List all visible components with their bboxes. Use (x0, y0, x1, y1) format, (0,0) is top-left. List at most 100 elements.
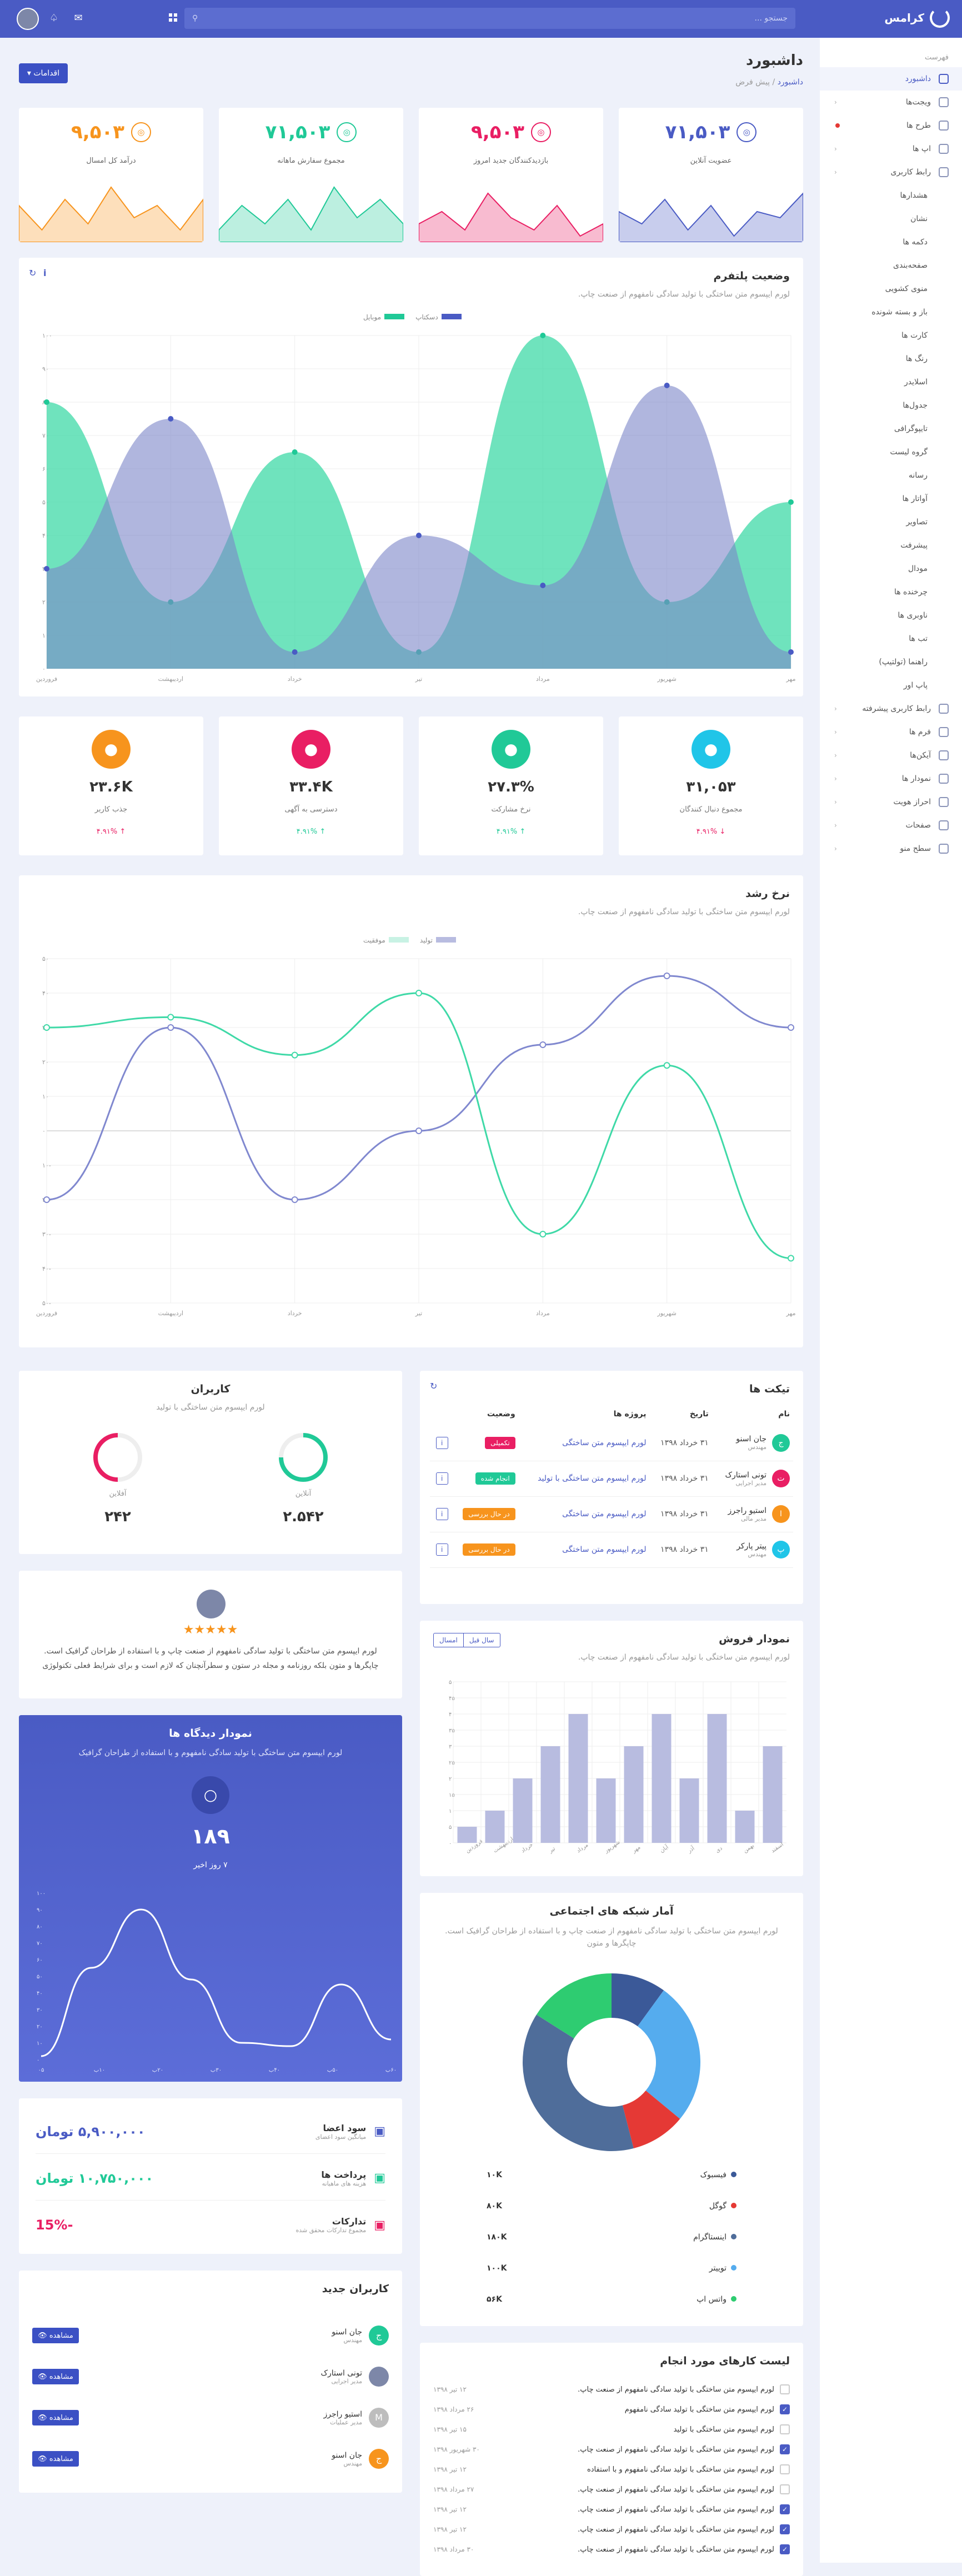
sidebar-item[interactable]: ناوبری ها (820, 604, 962, 627)
x-tick-label: مرداد (536, 1310, 550, 1317)
sidebar-item[interactable]: داشبورد (820, 67, 962, 91)
finance-value: ۵,۹۰۰,۰۰۰ تومان (36, 2123, 146, 2139)
kpi-value: ۲۷.۳% (488, 779, 534, 795)
sidebar-item[interactable]: منوی کشویی (820, 277, 962, 300)
kpi-card: ● ۲۷.۳% نرخ مشارکت ↑ ۴.۹۱% (419, 716, 603, 855)
user-avatar[interactable] (17, 8, 39, 30)
search-input[interactable]: جستجو ... ⚲ (184, 8, 795, 29)
data-point (788, 649, 794, 655)
sidebar-item[interactable]: چرخنده ها (820, 580, 962, 604)
todo-checkbox[interactable] (780, 2464, 790, 2474)
todo-checkbox[interactable]: ✓ (780, 2524, 790, 2534)
todo-checkbox[interactable]: ✓ (780, 2444, 790, 2454)
x-tick-label: ۲۰ب (152, 2067, 163, 2073)
ticket-info-icon[interactable]: i (435, 1508, 448, 1520)
view-user-button[interactable]: مشاهده 👁 (32, 2451, 79, 2467)
todo-item: ✓ لورم ایپسوم متن ساختگی با تولید سادگی ن… (433, 2439, 790, 2459)
refresh-icon[interactable]: ↻ (29, 268, 37, 278)
sidebar-item[interactable]: راهنما (تولتیپ) (820, 650, 962, 674)
sidebar-item[interactable]: ویجت‌ها ‹ (820, 91, 962, 114)
todo-checkbox[interactable]: ✓ (780, 2504, 790, 2514)
ticket-project-link[interactable]: لورم ایپسوم متن ساختگی با تولید (518, 1461, 650, 1497)
todo-checkbox[interactable]: ✓ (780, 2404, 790, 2414)
sidebar-item[interactable]: کارت ها (820, 324, 962, 347)
sidebar-item[interactable]: تایپوگرافی (820, 417, 962, 440)
sidebar-item[interactable]: تب ها (820, 627, 962, 650)
tickets-refresh-icon[interactable]: ↻ (430, 1381, 438, 1391)
sidebar-item[interactable]: رسانه (820, 464, 962, 487)
top-bar: کرامس جستجو ... ⚲ ✉ ♤ (0, 0, 962, 38)
ticket-project-link[interactable]: لورم ایپسوم متن ساختگی (518, 1532, 650, 1568)
sidebar-item[interactable]: رابط کاربری پیشرفته ‹ (820, 697, 962, 720)
sidebar-item[interactable]: رابط کاربری ‹ (820, 161, 962, 184)
info-icon[interactable]: i (43, 268, 47, 278)
sidebar-item[interactable]: فرم ها ‹ (820, 720, 962, 744)
x-tick-label: مهر (785, 1310, 795, 1317)
sidebar-item[interactable]: هشدارها (820, 184, 962, 207)
sidebar-item[interactable]: نمودار ها ‹ (820, 767, 962, 790)
sidebar-item[interactable]: صفحه‌بندی (820, 254, 962, 277)
ticket-info-icon[interactable]: i (435, 1472, 448, 1485)
kpi-change: ↓ ۴.۹۱% (696, 828, 726, 836)
sidebar-item[interactable]: احراز هویت ‹ (820, 790, 962, 814)
x-tick-label: دی (714, 1845, 723, 1854)
sidebar-item[interactable]: آواتار ها (820, 487, 962, 510)
data-point (292, 649, 298, 655)
legend-desktop: دسکتاپ (415, 313, 462, 321)
todo-text: لورم ایپسوم متن ساختگی با تولید سادگی نا… (578, 2505, 774, 2514)
sidebar-item[interactable]: اپ ها ‹ (820, 137, 962, 161)
legend-mobile-label: موبایل (363, 313, 382, 321)
new-user-name: تونی استارک (320, 2368, 362, 2378)
y-tick-label: ۴۵ (449, 1696, 455, 1702)
view-user-button[interactable]: مشاهده 👁 (32, 2369, 79, 2384)
sidebar-item[interactable]: سطح منو ‹ (820, 837, 962, 860)
notification-bell-icon[interactable]: ♤ (49, 12, 59, 24)
ticket-project-link[interactable]: لورم ایپسوم متن ساختگی (518, 1496, 650, 1532)
todo-checkbox[interactable] (780, 2424, 790, 2434)
new-user-role: مهندس (343, 2336, 362, 2344)
search-icon[interactable]: ⚲ (192, 14, 198, 23)
ticket-info-icon[interactable]: i (435, 1436, 448, 1449)
sidebar-item[interactable]: آیکن‌ها ‹ (820, 744, 962, 767)
sidebar-item[interactable]: اسلایدر (820, 370, 962, 394)
ticket-info-icon[interactable]: i (435, 1543, 448, 1556)
sidebar-item[interactable]: پاپ اور (820, 674, 962, 697)
messages-icon[interactable]: ✉ (74, 12, 83, 24)
sidebar-item[interactable]: گروه لیست (820, 440, 962, 464)
todo-checkbox[interactable] (780, 2384, 790, 2394)
view-user-button[interactable]: مشاهده 👁 (32, 2410, 79, 2425)
ticket-avatar: ت (772, 1470, 790, 1487)
users-subtitle: لورم ایپسوم متن ساختگی با تولید (156, 1403, 265, 1412)
sidebar-item[interactable]: پیشرفت (820, 534, 962, 557)
data-point (291, 1051, 298, 1059)
chevron-icon: ‹ (834, 775, 837, 783)
sidebar-item[interactable]: دکمه ها (820, 230, 962, 254)
ticket-name: جان اسنو (736, 1435, 766, 1444)
data-point (540, 333, 546, 338)
todo-checkbox[interactable]: ✓ (780, 2544, 790, 2554)
ticket-project-link[interactable]: لورم ایپسوم متن ساختگی (518, 1425, 650, 1461)
sidebar-item[interactable]: رنگ ها (820, 347, 962, 370)
sidebar-item[interactable]: نشان (820, 207, 962, 230)
sidebar-item[interactable]: طرح ها (820, 114, 962, 137)
sales-prev-year-button[interactable]: سال قبل (469, 1636, 494, 1644)
breadcrumb-home[interactable]: داشبورد (777, 78, 803, 87)
view-user-button[interactable]: مشاهده 👁 (32, 2328, 79, 2343)
sidebar-item[interactable]: جدول‌ها (820, 394, 962, 417)
stat-value: ۹,۵۰۳ (71, 121, 124, 143)
sidebar-item[interactable]: صفحات ‹ (820, 814, 962, 837)
sidebar-item[interactable]: مودال (820, 557, 962, 580)
new-user-avatar: ج (369, 2449, 389, 2469)
brand[interactable]: کرامس (884, 8, 950, 28)
stat-label: بازدیدکنندگان جدید امروز (473, 157, 549, 165)
actions-dropdown-button[interactable]: اقدامات ▾ (19, 63, 68, 83)
todo-checkbox[interactable] (780, 2484, 790, 2494)
data-point (292, 449, 298, 455)
y-tick-label: ۴۰ (37, 1991, 43, 1997)
sales-this-year-button[interactable]: امسال (434, 1633, 464, 1647)
sales-bar (457, 1827, 477, 1843)
sidebar-item[interactable]: تصاویر (820, 510, 962, 534)
apps-grid-icon[interactable] (168, 12, 179, 23)
sidebar-item[interactable]: باز و بسته شونده (820, 300, 962, 324)
sidebar-item-icon (939, 750, 949, 760)
